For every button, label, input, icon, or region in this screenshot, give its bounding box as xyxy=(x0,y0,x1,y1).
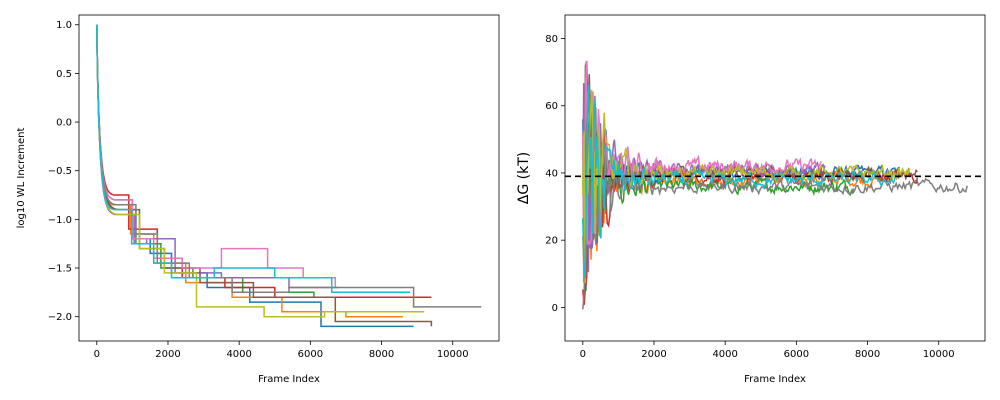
left-series-group xyxy=(96,24,482,328)
right-axis-ticks: 0 2000 4000 6000 8000 10000 0 20 40 60 80 xyxy=(545,34,954,360)
left-chart: 0 2000 4000 6000 8000 10000 1.0 0.5 0.0 −0.5 −1.0 −… xyxy=(16,14,500,385)
y-tick-label: 1.0 xyxy=(56,20,72,31)
x-tick-label: 10000 xyxy=(437,349,469,360)
y-tick-label: 0.5 xyxy=(56,69,72,80)
x-tick-label: 4000 xyxy=(226,349,251,360)
right-x-axis-label: Frame Index xyxy=(744,374,806,385)
dg-series-line xyxy=(582,89,911,284)
left-y-axis-label: log10 WL Increment xyxy=(16,128,27,229)
x-tick-label: 4000 xyxy=(712,349,737,360)
y-tick-label: −2.0 xyxy=(48,312,72,323)
x-tick-label: 8000 xyxy=(369,349,394,360)
x-tick-label: 8000 xyxy=(855,349,880,360)
wl-series-line xyxy=(96,24,410,294)
left-plot-frame xyxy=(78,14,500,342)
y-tick-label: 80 xyxy=(545,34,558,45)
right-y-axis-label: ΔG (kT) xyxy=(516,152,532,204)
y-tick-label: −0.5 xyxy=(48,166,72,177)
x-tick-label: 0 xyxy=(580,349,586,360)
y-tick-label: 0 xyxy=(552,303,558,314)
y-tick-label: 40 xyxy=(545,168,558,179)
right-chart: 0 2000 4000 6000 8000 10000 0 20 40 60 80 Frame In… xyxy=(516,14,986,385)
y-tick-label: −1.5 xyxy=(48,264,72,275)
x-tick-label: 6000 xyxy=(784,349,809,360)
dg-series-line xyxy=(582,61,822,283)
x-tick-label: 2000 xyxy=(155,349,180,360)
y-tick-label: 60 xyxy=(545,101,558,112)
y-tick-label: 0.0 xyxy=(56,118,72,129)
x-tick-label: 2000 xyxy=(641,349,666,360)
left-axis-ticks: 0 2000 4000 6000 8000 10000 1.0 0.5 0.0 −0.5 −1.0 −… xyxy=(48,20,469,360)
dg-series-line xyxy=(582,84,897,279)
x-tick-label: 6000 xyxy=(298,349,323,360)
left-x-axis-label: Frame Index xyxy=(258,374,320,385)
x-tick-label: 0 xyxy=(94,349,100,360)
dg-series-line xyxy=(582,122,855,291)
y-tick-label: −1.0 xyxy=(48,215,72,226)
y-tick-label: 20 xyxy=(545,236,558,247)
right-plot-frame xyxy=(564,14,986,342)
x-tick-label: 10000 xyxy=(923,349,955,360)
